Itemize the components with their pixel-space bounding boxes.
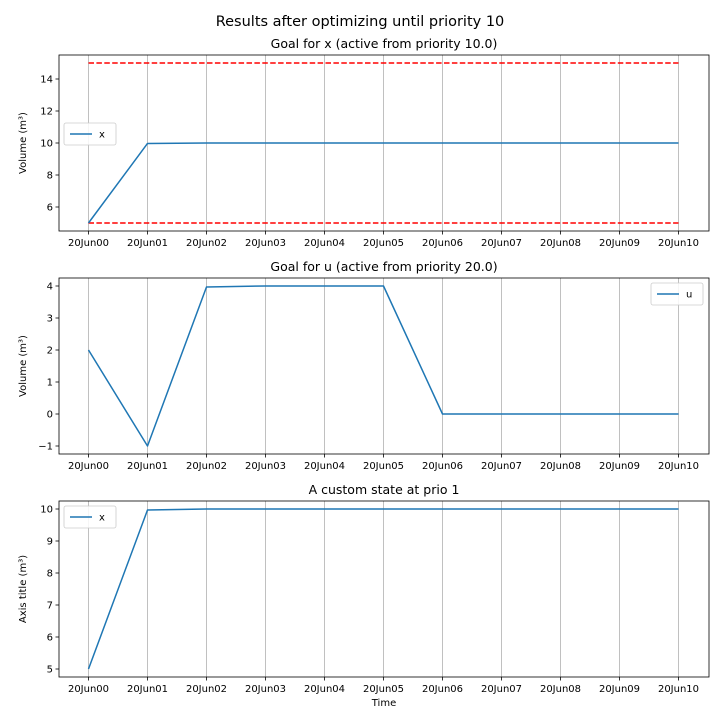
y-axis-label: Volume (m³): [18, 335, 29, 397]
x-tick-label: 20Jun09: [599, 684, 640, 695]
y-tick-label: 8: [47, 569, 53, 580]
x-tick-label: 20Jun01: [127, 238, 168, 249]
legend: x: [63, 505, 117, 529]
x-tick-label: 20Jun00: [68, 238, 109, 249]
x-tick-label: 20Jun10: [658, 684, 699, 695]
y-tick-label: 12: [40, 107, 53, 118]
x-tick-label: 20Jun07: [481, 238, 522, 249]
x-tick-label: 20Jun05: [363, 238, 404, 249]
y-tick-label: 7: [47, 601, 53, 612]
legend-label: u: [686, 290, 692, 301]
x-tick-label: 20Jun10: [658, 461, 699, 472]
y-axis-label: Volume (m³): [18, 112, 29, 174]
subplot-title: Goal for x (active from priority 10.0): [271, 36, 498, 51]
legend-label: x: [99, 130, 105, 141]
x-tick-label: 20Jun00: [68, 684, 109, 695]
x-tick-label: 20Jun03: [245, 684, 286, 695]
y-tick-label: 1: [47, 378, 53, 389]
y-axis-label: Axis title (m³): [18, 555, 29, 623]
x-tick-label: 20Jun02: [186, 684, 227, 695]
y-tick-label: 3: [47, 314, 53, 325]
x-tick-label: 20Jun02: [186, 461, 227, 472]
x-tick-label: 20Jun00: [68, 461, 109, 472]
x-tick-label: 20Jun06: [422, 238, 463, 249]
x-tick-label: 20Jun03: [245, 238, 286, 249]
x-tick-label: 20Jun09: [599, 461, 640, 472]
subplot-title: Goal for u (active from priority 20.0): [270, 259, 497, 274]
x-tick-label: 20Jun09: [599, 238, 640, 249]
y-tick-label: 9: [47, 537, 53, 548]
legend: x: [63, 122, 117, 146]
x-tick-label: 20Jun08: [540, 238, 581, 249]
x-axis-label: Time: [371, 698, 396, 709]
x-tick-label: 20Jun06: [422, 461, 463, 472]
x-tick-label: 20Jun01: [127, 684, 168, 695]
x-tick-label: 20Jun05: [363, 684, 404, 695]
x-tick-label: 20Jun07: [481, 684, 522, 695]
subplot-2: 20Jun00 20Jun01 20Jun02 20Jun03 20Jun04 20Jun…: [18, 259, 710, 472]
legend-label: x: [99, 513, 105, 524]
x-tick-label: 20Jun04: [304, 238, 345, 249]
x-tick-label: 20Jun06: [422, 684, 463, 695]
y-tick-label: 10: [40, 139, 53, 150]
legend: u: [650, 282, 704, 306]
x-tick-label: 20Jun08: [540, 684, 581, 695]
y-tick-label: 6: [47, 203, 53, 214]
subplot-3: 20Jun00 20Jun01 20Jun02 20Jun03 20Jun04 20Jun…: [18, 482, 710, 709]
x-tick-label: 20Jun08: [540, 461, 581, 472]
plot-area-frame: [58, 277, 710, 455]
x-tick-label: 20Jun04: [304, 461, 345, 472]
y-tick-label: 5: [47, 665, 53, 676]
y-tick-label: 0: [47, 410, 53, 421]
x-tick-label: 20Jun02: [186, 238, 227, 249]
y-tick-label: 6: [47, 633, 53, 644]
subplot-title: A custom state at prio 1: [309, 482, 460, 497]
y-tick-label: 2: [47, 346, 53, 357]
y-tick-label: 10: [40, 505, 53, 516]
plot-area-frame: [58, 500, 710, 678]
series-line-x: [87, 142, 679, 224]
figure-suptitle: Results after optimizing until priority …: [216, 14, 505, 30]
x-tick-label: 20Jun05: [363, 461, 404, 472]
y-tick-label: 14: [40, 75, 53, 86]
x-tick-label: 20Jun04: [304, 684, 345, 695]
y-tick-label: 8: [47, 171, 53, 182]
y-tick-label: −1: [38, 442, 53, 453]
series-line-x: [87, 508, 679, 670]
x-tick-label: 20Jun01: [127, 461, 168, 472]
series-line-u: [87, 285, 679, 447]
subplot-1: 20Jun00 20Jun01 20Jun02 20Jun03 20Jun04 20Jun…: [18, 36, 710, 249]
y-tick-label: 4: [47, 282, 53, 293]
x-tick-label: 20Jun10: [658, 238, 699, 249]
x-tick-label: 20Jun03: [245, 461, 286, 472]
x-tick-label: 20Jun07: [481, 461, 522, 472]
